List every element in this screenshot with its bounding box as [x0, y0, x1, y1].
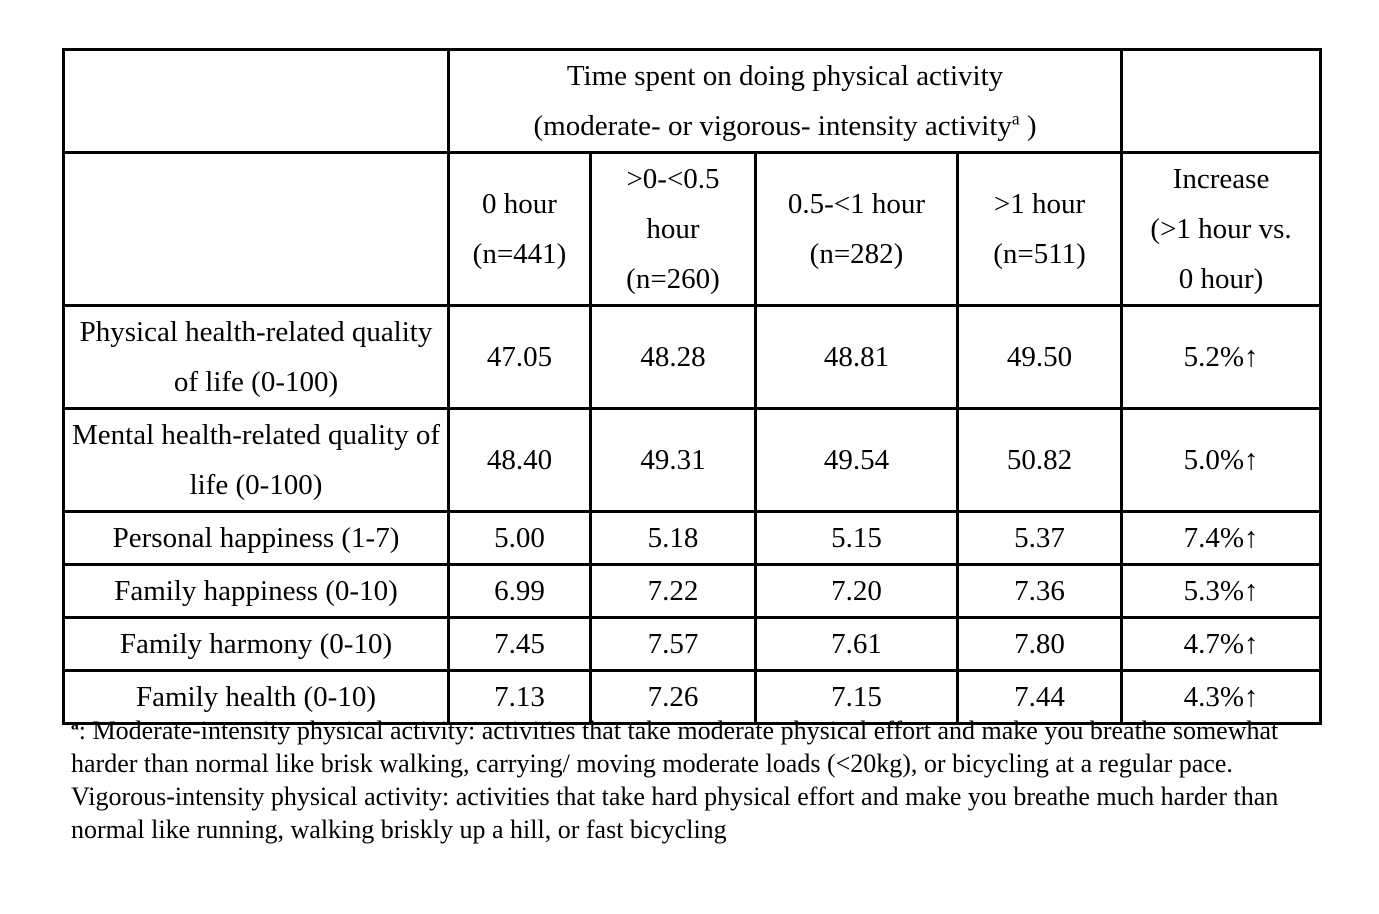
row-label: Family happiness (0-10): [62, 563, 450, 619]
cell-increase-value: 5.3%↑: [1120, 563, 1323, 619]
row-label: Personal happiness (1-7): [62, 510, 450, 566]
cell-value: 7.57: [589, 616, 757, 672]
table-row-mental-health: Mental health-related quality of life (0…: [62, 407, 1323, 513]
cell-value: 7.20: [754, 563, 959, 619]
cell-value: 50.82: [955, 407, 1124, 513]
cell-increase-value: 5.0%↑: [1120, 407, 1323, 513]
row-label: Physical health-related quality of life …: [62, 304, 450, 410]
cell-value: 5.37: [955, 510, 1124, 566]
span-header-row: Time spent on doing physical activity (m…: [62, 48, 1323, 154]
table-row-family-health: Family health (0-10) 7.13 7.26 7.15 7.44…: [62, 669, 1323, 725]
row-label: Family harmony (0-10): [62, 616, 450, 672]
cell-value: 7.36: [955, 563, 1124, 619]
table-row-family-happiness: Family happiness (0-10) 6.99 7.22 7.20 7…: [62, 563, 1323, 619]
cell-value: 7.80: [955, 616, 1124, 672]
column-header-row: 0 hour (n=441) >0-<0.5 hour (n=260) 0.5-…: [62, 151, 1323, 307]
cell-value: 7.22: [589, 563, 757, 619]
empty-corner-cell-right: [1120, 48, 1323, 154]
cell-value: 5.15: [754, 510, 959, 566]
table-row-physical-health: Physical health-related quality of life …: [62, 304, 1323, 410]
cell-increase-value: 4.3%↑: [1120, 669, 1323, 725]
footnote-marker-superscript: a: [1011, 108, 1020, 129]
table-row-family-harmony: Family harmony (0-10) 7.45 7.57 7.61 7.8…: [62, 616, 1323, 672]
col-header-0-to-05-hour: >0-<0.5 hour (n=260): [589, 151, 757, 307]
empty-corner-cell-left: [62, 48, 450, 154]
cell-value: 5.18: [589, 510, 757, 566]
cell-value: 48.40: [447, 407, 592, 513]
cell-value: 7.26: [589, 669, 757, 725]
row-label: Family health (0-10): [62, 669, 450, 725]
span-header-cell: Time spent on doing physical activity (m…: [446, 48, 1124, 154]
empty-header-cell: [62, 151, 450, 307]
cell-value: 49.50: [955, 304, 1124, 410]
cell-increase-value: 4.7%↑: [1120, 616, 1323, 672]
span-header-line2-close: ): [1019, 110, 1037, 142]
cell-increase-value: 7.4%↑: [1120, 510, 1323, 566]
col-header-over-1-hour: >1 hour (n=511): [955, 151, 1124, 307]
cell-value: 7.44: [955, 669, 1124, 725]
span-header-line2-text: (moderate- or vigorous- intensity activi…: [533, 110, 1012, 142]
cell-value: 5.00: [447, 510, 592, 566]
cell-value: 48.28: [589, 304, 757, 410]
col-header-0-hour: 0 hour (n=441): [447, 151, 592, 307]
span-header-line2: (moderate- or vigorous- intensity activi…: [452, 101, 1119, 150]
cell-value: 6.99: [447, 563, 592, 619]
col-header-increase: Increase (>1 hour vs. 0 hour): [1120, 151, 1323, 307]
cell-value: 7.13: [447, 669, 592, 725]
cell-value: 49.31: [589, 407, 757, 513]
row-label: Mental health-related quality of life (0…: [62, 407, 450, 513]
cell-value: 48.81: [754, 304, 959, 410]
table-row-personal-happiness: Personal happiness (1-7) 5.00 5.18 5.15 …: [62, 510, 1323, 566]
table-footnote: a: Moderate-intensity physical activity:…: [71, 714, 1289, 846]
physical-activity-outcomes-table: Time spent on doing physical activity (m…: [62, 48, 1323, 725]
footnote-text: : Moderate-intensity physical activity: …: [71, 716, 1279, 844]
footnote-marker-a: a: [71, 716, 79, 734]
cell-value: 7.15: [754, 669, 959, 725]
cell-value: 7.45: [447, 616, 592, 672]
cell-value: 47.05: [447, 304, 592, 410]
span-header-line1: Time spent on doing physical activity: [566, 60, 1004, 92]
cell-value: 7.61: [754, 616, 959, 672]
col-header-05-to-1-hour: 0.5-<1 hour (n=282): [754, 151, 959, 307]
cell-increase-value: 5.2%↑: [1120, 304, 1323, 410]
cell-value: 49.54: [754, 407, 959, 513]
